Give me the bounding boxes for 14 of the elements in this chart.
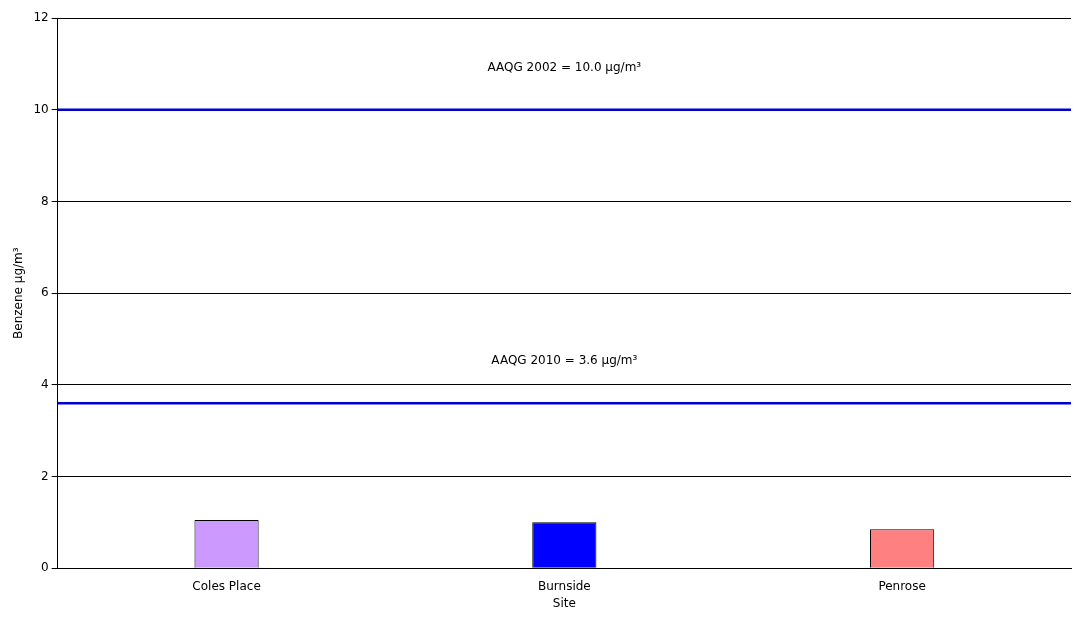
y-tick-label: 6 (41, 285, 49, 300)
y-tick-label: 8 (41, 193, 49, 208)
y-axis-title: Benzene µg/m³ (11, 247, 26, 339)
x-tick-label: Burnside (537, 578, 591, 593)
y-tick-label: 12 (33, 10, 49, 25)
y-tick-label: 0 (41, 560, 49, 575)
y-tick-label: 2 (41, 468, 49, 483)
ref-line-label: AAQG 2010 = 3.6 µg/m³ (491, 353, 638, 368)
x-tick-label: Coles Place (192, 578, 261, 593)
x-tick-label: Penrose (878, 578, 926, 593)
x-axis-title: Site (552, 595, 576, 610)
y-tick-label: 10 (33, 101, 49, 116)
y-tick-label: 4 (41, 376, 49, 391)
ref-line-label: AAQG 2002 = 10.0 µg/m³ (487, 59, 642, 74)
